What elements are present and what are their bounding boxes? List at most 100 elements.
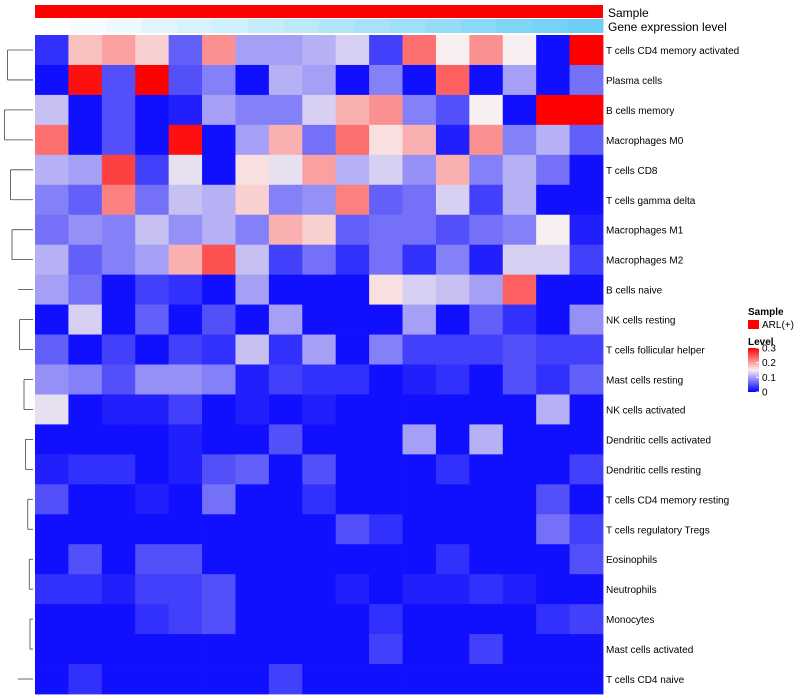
heatmap-cell [369, 64, 403, 96]
heatmap-cell [202, 184, 236, 216]
heatmap-cell [35, 364, 69, 395]
heatmap-cell [101, 64, 136, 96]
heatmap-cell [369, 364, 403, 395]
heatmap-cell [168, 364, 203, 395]
heatmap-cell [302, 484, 337, 515]
heatmap-cell [268, 184, 303, 216]
heatmap-cell [435, 364, 470, 395]
heatmap-cell [435, 184, 470, 216]
heatmap-cell [202, 94, 236, 126]
heatmap-cell [168, 274, 203, 305]
heatmap-cell [502, 484, 537, 515]
heatmap-cell [68, 484, 103, 515]
heatmap-cell [569, 574, 604, 605]
legend-sample-title: Sample [748, 307, 784, 318]
heatmap-cell [202, 35, 236, 66]
heatmap-cell [68, 154, 103, 186]
heatmap-cell [369, 604, 403, 635]
heatmap-cell [268, 634, 303, 665]
heatmap-cell [35, 274, 69, 305]
heatmap-cell [101, 574, 136, 605]
heatmap-cell [469, 604, 504, 635]
heatmap-cell [35, 664, 69, 695]
heatmap-cell [302, 394, 337, 425]
heatmap-cell [235, 304, 270, 335]
heatmap-cell [369, 35, 403, 66]
heatmap-cell [268, 604, 303, 635]
heatmap-cell [135, 604, 170, 635]
heatmap-cell [268, 514, 303, 545]
heatmap-cell [502, 454, 537, 485]
heatmap-cell [469, 94, 504, 126]
heatmap-cell [35, 514, 69, 545]
legend-tick-label: 0 [762, 388, 768, 399]
heatmap-cell [101, 35, 136, 66]
heatmap-cell [469, 484, 504, 515]
heatmap-cell [35, 394, 69, 425]
heatmap-cell [235, 544, 270, 575]
heatmap-cell [135, 304, 170, 335]
heatmap-cell [268, 64, 303, 96]
heatmap-cell [135, 274, 170, 305]
heatmap-cell [335, 424, 370, 455]
heatmap-cell [35, 304, 69, 335]
heatmap-cell [402, 394, 437, 425]
heatmap-cell [35, 574, 69, 605]
heatmap-cell [168, 664, 203, 695]
heatmap-cell [536, 124, 570, 156]
heatmap-cell [369, 394, 403, 425]
heatmap-cell [268, 394, 303, 425]
heatmap-cell [68, 35, 103, 66]
heatmap-cell [268, 484, 303, 515]
heatmap-cell [469, 574, 504, 605]
legend-level-title: Level [748, 337, 774, 348]
heatmap-cell [135, 154, 170, 186]
heatmap-cell [435, 484, 470, 515]
heatmap-cell [502, 604, 537, 635]
heatmap-cell [202, 394, 236, 425]
heatmap-cell [101, 634, 136, 665]
heatmap-cell [302, 664, 337, 695]
heatmap-cell [469, 304, 504, 335]
heatmap-cell [235, 664, 270, 695]
heatmap-cell [502, 124, 537, 156]
expression-annotation-cell [35, 19, 71, 33]
legend-tick-label: 0.2 [762, 358, 776, 369]
sample-annotation-bar [35, 5, 603, 18]
heatmap-cell [35, 154, 69, 186]
heatmap-cell [335, 514, 370, 545]
heatmap-cell [268, 154, 303, 186]
heatmap-cell [135, 64, 170, 96]
heatmap-cell [168, 634, 203, 665]
heatmap-cell [569, 634, 604, 665]
heatmap-cell [536, 394, 570, 425]
heatmap-cell [268, 274, 303, 305]
heatmap-cell [35, 544, 69, 575]
heatmap-cell [369, 94, 403, 126]
heatmap-cell [268, 364, 303, 395]
heatmap-cell [569, 544, 604, 575]
heatmap-cell [369, 634, 403, 665]
heatmap-cell [402, 154, 437, 186]
heatmap-cell [536, 334, 570, 365]
heatmap-cell [135, 334, 170, 365]
heatmap-cell [68, 424, 103, 455]
heatmap-cell [101, 274, 136, 305]
heatmap-cell [68, 214, 103, 246]
heatmap-cell [302, 274, 337, 305]
heatmap-cell [268, 214, 303, 246]
heatmap-cell [502, 274, 537, 305]
heatmap-cell [135, 634, 170, 665]
row-label: Eosinophils [606, 555, 657, 566]
heatmap-cell [536, 604, 570, 635]
heatmap-cell [302, 184, 337, 216]
heatmap-cell [569, 154, 604, 186]
heatmap-cell [469, 214, 504, 246]
heatmap-cell [168, 184, 203, 216]
heatmap-cell [68, 514, 103, 545]
heatmap-cell [502, 244, 537, 276]
heatmap-cell [369, 184, 403, 216]
expression-annotation-cell [106, 19, 142, 33]
heatmap-cell [68, 94, 103, 126]
heatmap-cell [101, 184, 136, 216]
